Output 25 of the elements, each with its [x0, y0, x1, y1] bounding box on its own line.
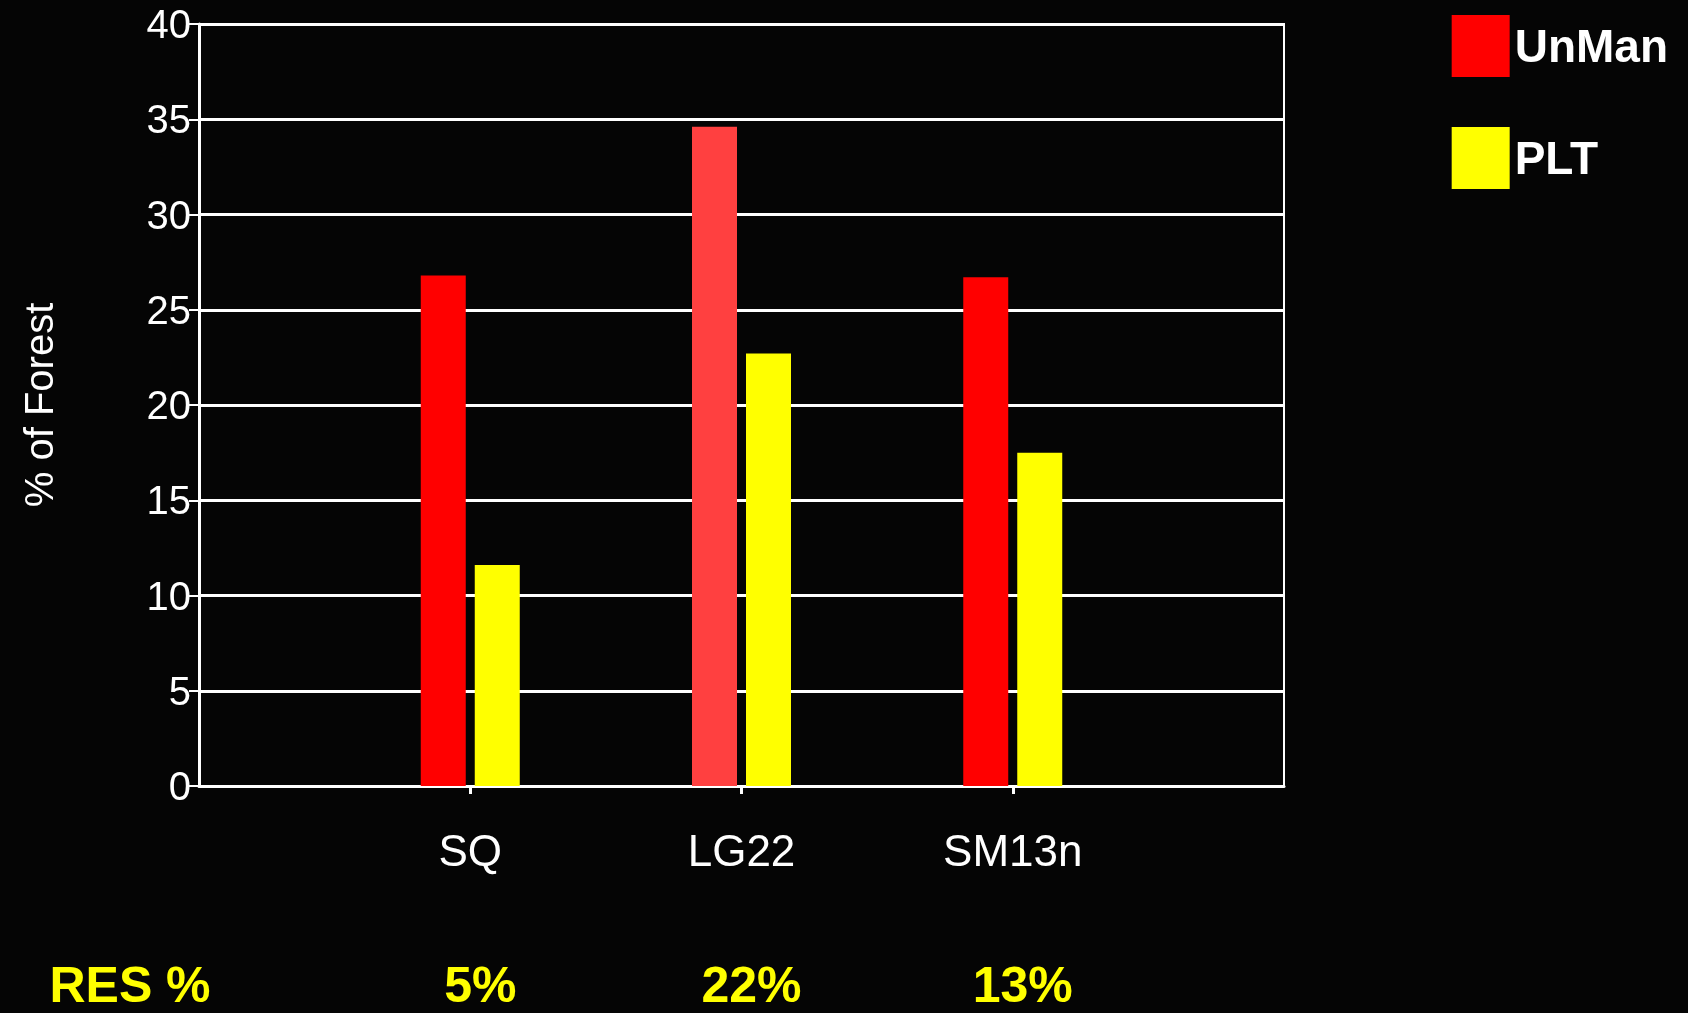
bar: [746, 353, 791, 786]
x-tick-label: SQ: [438, 825, 503, 875]
bar: [1017, 452, 1063, 786]
legend-label: UnMan: [1514, 20, 1669, 72]
y-tick-label: 0: [168, 764, 191, 808]
legend-label: PLT: [1514, 132, 1599, 184]
y-tick-label: 35: [146, 97, 191, 142]
y-tick-label: 10: [146, 573, 191, 618]
y-tick-label: 5: [168, 668, 191, 713]
bar: [474, 565, 520, 786]
bar: [963, 277, 1009, 786]
y-tick-label: 15: [146, 478, 191, 523]
text: 22%: [701, 957, 802, 1013]
bar: [692, 126, 737, 786]
bar: [420, 275, 466, 786]
y-tick-label: 40: [146, 2, 191, 46]
y-tick-label: 25: [146, 287, 191, 332]
text: RES %: [49, 957, 211, 1013]
x-tick-label: LG22: [687, 825, 796, 875]
y-tick-label: 30: [146, 192, 191, 237]
y-tick-label: 20: [146, 383, 191, 427]
text: 13%: [972, 957, 1073, 1013]
x-tick-label: SM13n: [943, 825, 1083, 875]
y-axis-title: % of Forest: [17, 302, 61, 508]
text: 5%: [444, 957, 517, 1013]
